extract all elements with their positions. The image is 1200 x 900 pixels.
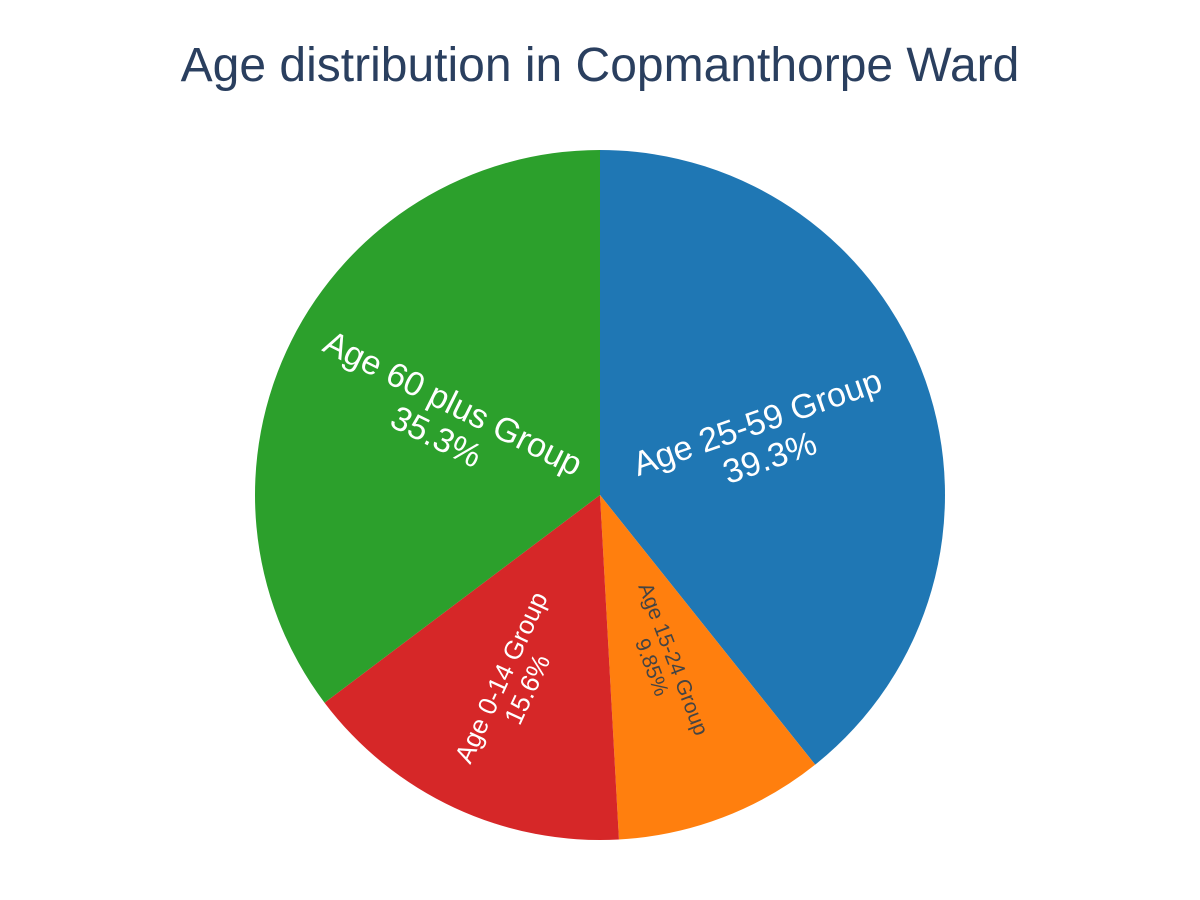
pie-slice-1 (600, 150, 945, 765)
chart-title: Age distribution in Copmanthorpe Ward (181, 39, 1020, 92)
pie-slice-3 (324, 495, 619, 841)
pie-slice-4 (254, 150, 600, 703)
pie-slices (254, 150, 945, 841)
pie-slice-2 (600, 495, 816, 840)
